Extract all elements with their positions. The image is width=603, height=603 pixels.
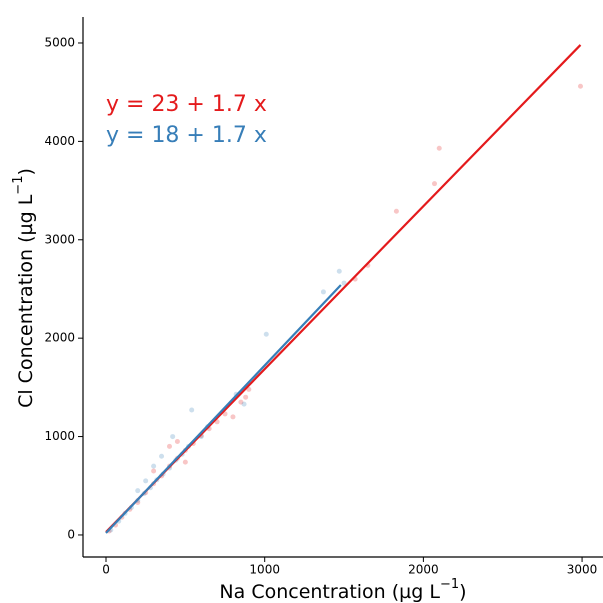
- point: [151, 463, 157, 469]
- x-tick-label: 2000: [408, 563, 439, 577]
- point: [159, 453, 165, 459]
- point: [263, 331, 269, 337]
- y-tick-label: 3000: [44, 232, 75, 246]
- equation: y = 23 + 1.7 x: [106, 92, 267, 117]
- point: [143, 478, 149, 484]
- point: [320, 289, 326, 295]
- point: [393, 208, 399, 214]
- point: [151, 468, 157, 474]
- x-tick-label: 1000: [249, 563, 280, 577]
- point: [336, 268, 342, 274]
- point: [174, 438, 180, 444]
- x-axis-label: Na Concentration (µg L−1): [219, 577, 466, 603]
- x-tick-label: 3000: [567, 563, 598, 577]
- point: [230, 414, 236, 420]
- point: [238, 399, 244, 405]
- point: [243, 394, 249, 400]
- x-label-text: Na Concentration (µg L: [219, 581, 440, 603]
- y-tick-label: 5000: [44, 35, 75, 49]
- y-label-text: Cl Concentration (µg L: [15, 194, 37, 408]
- point: [182, 459, 188, 465]
- x-label-suffix: ): [459, 581, 466, 603]
- y-tick-label: 4000: [44, 134, 75, 148]
- x-label-sup: −1: [440, 577, 459, 592]
- y-tick-label: 0: [67, 527, 75, 541]
- y-tick-label: 1000: [44, 429, 75, 443]
- point: [341, 280, 347, 286]
- point: [577, 83, 583, 89]
- point: [431, 181, 437, 187]
- point: [170, 434, 176, 440]
- point: [189, 407, 195, 413]
- point: [436, 145, 442, 151]
- y-label-suffix: ): [15, 168, 37, 175]
- y-tick-label: 2000: [44, 331, 75, 345]
- point: [241, 401, 247, 407]
- equation: y = 18 + 1.7 x: [106, 123, 267, 148]
- point: [135, 488, 141, 494]
- y-label-sup: −1: [11, 176, 26, 195]
- y-axis-label: Cl Concentration (µg L−1): [11, 168, 37, 408]
- x-tick-label: 0: [102, 563, 110, 577]
- point: [166, 443, 172, 449]
- fit-line: [105, 284, 342, 534]
